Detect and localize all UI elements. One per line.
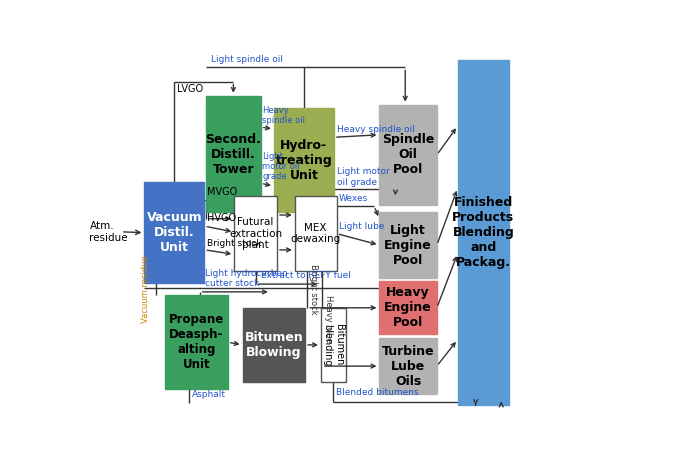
Text: Asphalt: Asphalt [191,390,226,398]
Bar [165,296,228,389]
Text: Bright stock: Bright stock [309,264,318,314]
Bar [243,308,305,382]
Bar [379,281,437,334]
Text: Hydro-
treating
Unit: Hydro- treating Unit [276,139,332,182]
Text: Bitumen
Blowing: Bitumen Blowing [245,331,303,359]
Text: Blended bitumens: Blended bitumens [336,388,419,397]
Text: Propane
Deasph-
alting
Unit: Propane Deasph- alting Unit [169,313,224,371]
Text: HVGO: HVGO [207,213,236,224]
Bar [379,105,437,205]
Text: LVGO: LVGO [177,84,203,94]
Bar [295,196,336,271]
Text: Light motor
oil grade: Light motor oil grade [336,167,390,187]
Text: Vacuum
Distil.
Unit: Vacuum Distil. Unit [146,211,202,254]
Text: Extract to REFY fuel: Extract to REFY fuel [261,271,350,280]
Text: Bright stock: Bright stock [207,239,262,248]
Text: Light lube: Light lube [339,222,385,231]
Bar [144,182,204,283]
Text: Bitumen
blending: Bitumen blending [323,324,344,366]
Bar [274,108,334,213]
Text: Heavy spindle oil: Heavy spindle oil [336,125,415,134]
Text: Vacuum residue: Vacuum residue [142,255,150,323]
Text: Light
Engine
Pool: Light Engine Pool [384,224,432,267]
Text: Heavy lube: Heavy lube [324,295,333,342]
Text: Atm.
residue: Atm. residue [90,221,128,243]
Bar [206,96,261,213]
Text: Heavy
Engine
Pool: Heavy Engine Pool [384,286,432,329]
Text: Light
motor oil
grade: Light motor oil grade [262,151,300,181]
Text: MVGO: MVGO [207,187,237,197]
Text: Light spindle oil: Light spindle oil [211,55,283,64]
Text: Spindle
Oil
Pool: Spindle Oil Pool [382,134,434,176]
Bar [379,213,437,278]
Bar [379,338,437,394]
Text: Second.
Distill.
Tower: Second. Distill. Tower [206,133,262,175]
Text: Light hydrocarbon
cutter stock: Light hydrocarbon cutter stock [205,269,288,288]
Text: Wexes: Wexes [339,194,369,203]
Text: Finished
Products
Blending
and
Packag.: Finished Products Blending and Packag. [452,196,514,269]
Text: Turbine
Lube
Oils: Turbine Lube Oils [381,345,435,387]
Bar [458,61,509,405]
Text: Heavy
spindle oil: Heavy spindle oil [262,106,305,125]
Text: Futural
extraction
plant: Futural extraction plant [229,217,282,250]
Bar [321,308,346,382]
Bar [234,196,277,271]
Text: MEX
dewaxing: MEX dewaxing [290,223,341,244]
